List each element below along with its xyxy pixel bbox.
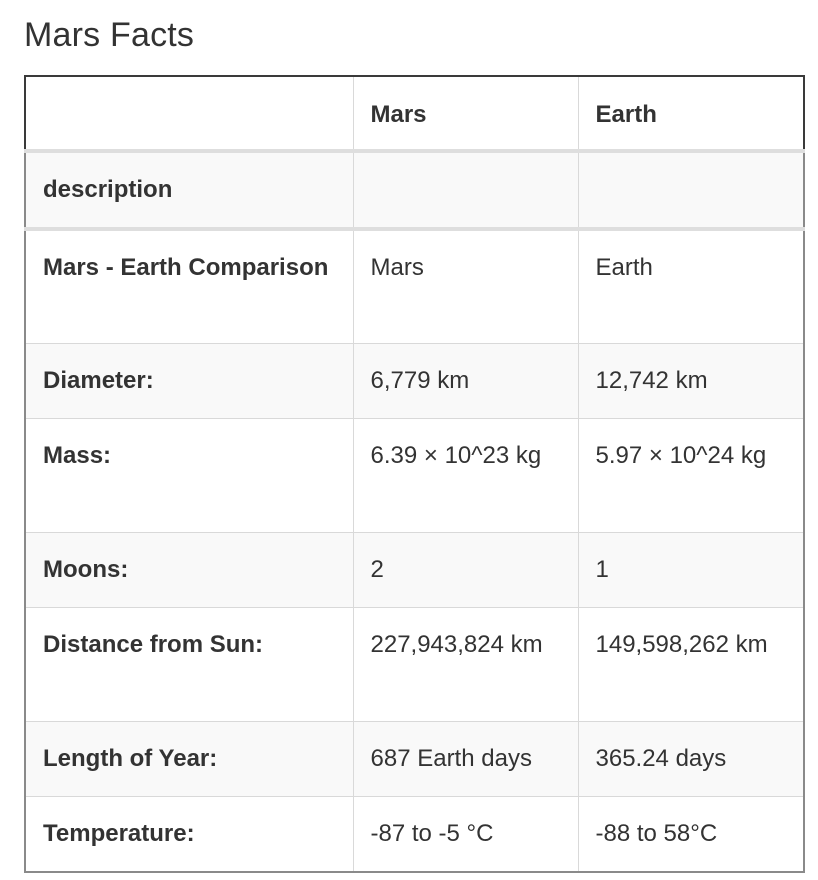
page-title: Mars Facts (24, 16, 195, 54)
mars-facts-table: Mars Earth description Mars - Earth Comp… (24, 75, 805, 873)
mars-value: Mars (352, 228, 579, 344)
mars-value: 6.39 × 10^23 kg (352, 417, 579, 533)
earth-value: 1 (577, 531, 805, 608)
earth-value (577, 150, 805, 231)
mars-value: 687 Earth days (352, 720, 579, 797)
table-row: description (24, 150, 805, 231)
row-label: Length of Year: (24, 720, 354, 797)
mars-value: 227,943,824 km (352, 606, 579, 722)
earth-value: Earth (577, 228, 805, 344)
table-row: Moons: 2 1 (24, 531, 805, 608)
row-label: Diameter: (24, 342, 354, 419)
table-row: Diameter: 6,779 km 12,742 km (24, 342, 805, 419)
header-cell-empty (24, 75, 354, 153)
mars-value (352, 150, 579, 231)
table-header-row: Mars Earth (24, 75, 805, 153)
row-label: Temperature: (24, 795, 354, 873)
header-cell-earth: Earth (577, 75, 805, 153)
row-label: Mass: (24, 417, 354, 533)
table-row: Mars - Earth Comparison Mars Earth (24, 228, 805, 344)
earth-value: 12,742 km (577, 342, 805, 419)
earth-value: 365.24 days (577, 720, 805, 797)
table-row: Temperature: -87 to -5 °C -88 to 58°C (24, 795, 805, 873)
row-label: Mars - Earth Comparison (24, 228, 354, 344)
table-row: Length of Year: 687 Earth days 365.24 da… (24, 720, 805, 797)
mars-value: -87 to -5 °C (352, 795, 579, 873)
row-label: description (24, 150, 354, 231)
earth-value: -88 to 58°C (577, 795, 805, 873)
mars-value: 6,779 km (352, 342, 579, 419)
header-cell-mars: Mars (352, 75, 579, 153)
table-row: Mass: 6.39 × 10^23 kg 5.97 × 10^24 kg (24, 417, 805, 533)
earth-value: 149,598,262 km (577, 606, 805, 722)
table-row: Distance from Sun: 227,943,824 km 149,59… (24, 606, 805, 722)
mars-value: 2 (352, 531, 579, 608)
row-label: Moons: (24, 531, 354, 608)
earth-value: 5.97 × 10^24 kg (577, 417, 805, 533)
row-label: Distance from Sun: (24, 606, 354, 722)
